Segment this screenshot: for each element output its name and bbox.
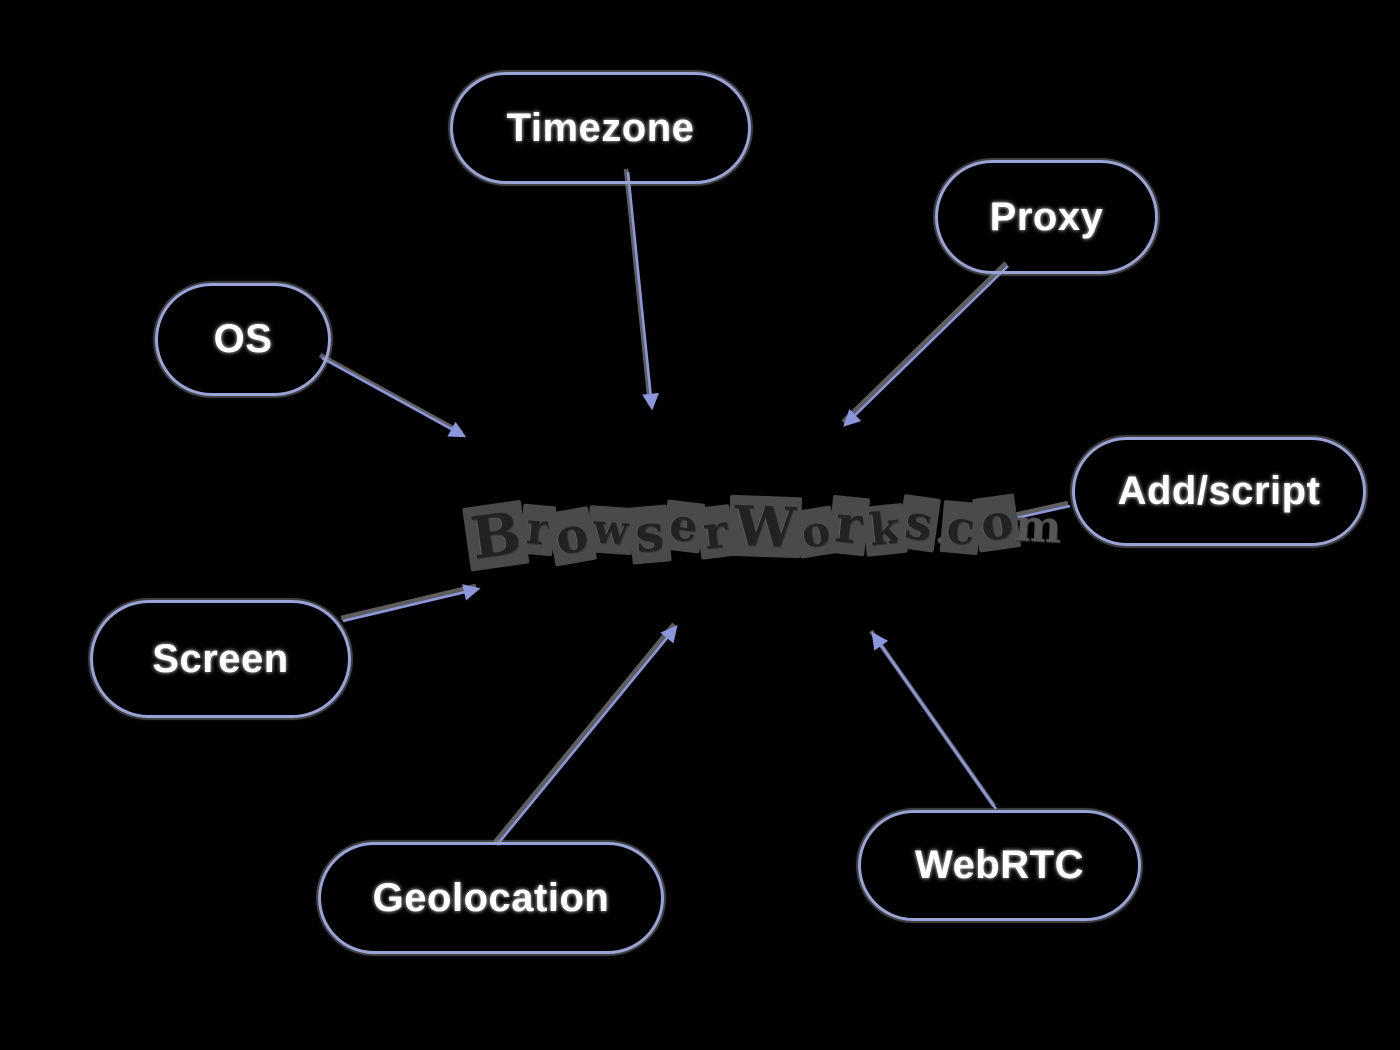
connector-timezone [626,171,659,411]
node-os: OS [155,283,331,396]
logo-letter: B [462,499,530,573]
node-proxy-label: Proxy [989,194,1104,239]
node-add-script-label: Add/script [1117,469,1321,513]
connector-strokes [321,171,1071,846]
node-add-script: Add/script [1072,437,1366,546]
node-geolocation-label: Geolocation [372,875,610,920]
node-os-label: OS [213,317,273,361]
node-timezone-label: Timezone [506,105,695,150]
node-webrtc-label: WebRTC [915,843,1084,887]
logo-letter: m [1013,500,1064,554]
connector-screen [342,584,481,623]
connector-os [321,356,467,438]
logo-letter: W [727,492,802,560]
node-screen-label: Screen [152,636,289,681]
node-webrtc: WebRTC [858,810,1141,921]
node-geolocation: Geolocation [318,842,664,954]
node-timezone: Timezone [450,72,751,184]
connector-geolocation [495,625,678,846]
node-screen: Screen [90,600,351,718]
node-proxy: Proxy [935,160,1158,274]
connector-proxy [843,265,1009,427]
connector-webrtc [871,631,998,810]
